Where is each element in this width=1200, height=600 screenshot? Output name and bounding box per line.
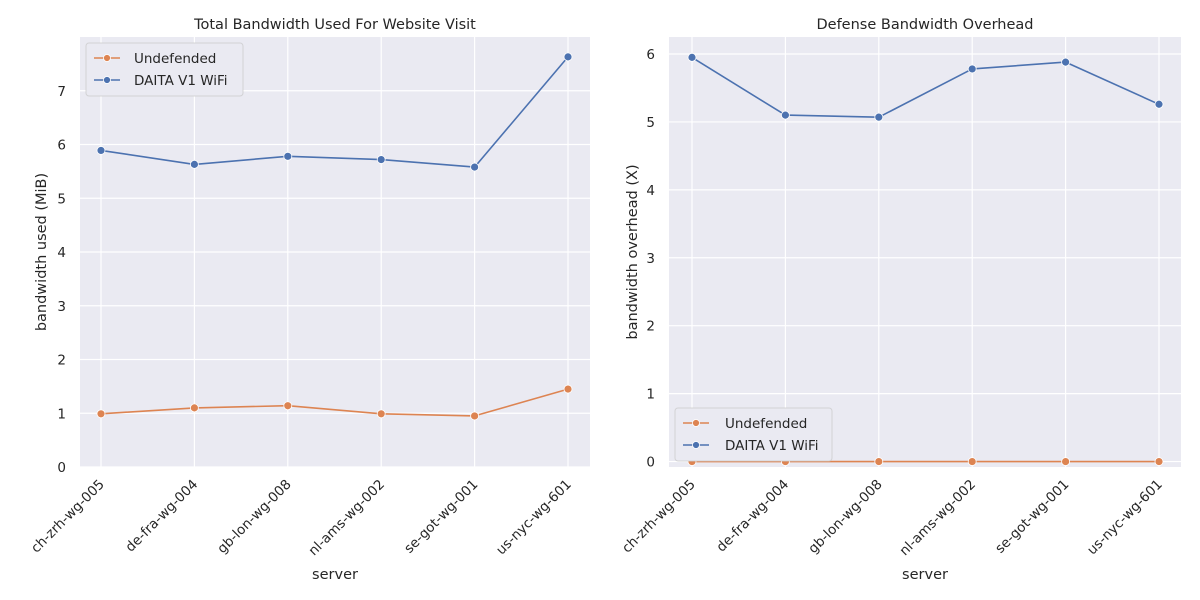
data-point — [1154, 99, 1164, 109]
y-tick-label: 3 — [646, 251, 655, 267]
x-axis: ch-zrh-wg-005 de-fra-wg-004 gb-lon-wg-008 n… — [619, 477, 1166, 560]
y-tick-label: 1 — [646, 387, 655, 403]
x-tick-label: us-nyc-wg-601 — [493, 477, 575, 559]
y-tick-label: 1 — [57, 406, 66, 422]
y-axis: 0 1 2 3 4 5 6 — [646, 47, 655, 471]
y-axis: 0 1 2 3 4 5 6 7 — [57, 84, 66, 476]
x-tick-label: nl-ams-wg-002 — [896, 477, 979, 560]
y-tick-label: 6 — [57, 138, 66, 154]
chart-bandwidth-used: Total Bandwidth Used For Website Visit 0… — [28, 17, 590, 583]
y-tick-label: 3 — [57, 299, 66, 315]
x-tick-label: us-nyc-wg-601 — [1084, 477, 1166, 559]
data-point — [967, 457, 977, 466]
legend-daita-label: DAITA V1 WiFi — [134, 73, 228, 89]
y-tick-label: 2 — [646, 319, 655, 335]
x-axis: ch-zrh-wg-005 de-fra-wg-004 gb-lon-wg-008 n… — [28, 477, 575, 560]
x-tick-label: ch-zrh-wg-005 — [28, 477, 108, 557]
data-point — [781, 110, 790, 120]
series-line-0 — [100, 388, 569, 417]
legend-box — [674, 407, 833, 462]
y-tick-label: 2 — [57, 353, 66, 369]
legend-daita-label: DAITA V1 WiFi — [725, 438, 819, 454]
series-line-1 — [100, 56, 569, 168]
y-tick-label: 0 — [57, 460, 66, 476]
series-layer — [96, 52, 573, 421]
data-point — [563, 384, 573, 394]
y-tick-label: 5 — [646, 115, 655, 131]
legend: Undefended DAITA V1 WiFi — [674, 407, 833, 462]
data-point — [189, 159, 199, 169]
y-tick-label: 7 — [57, 84, 66, 100]
data-point — [189, 403, 199, 413]
legend-daita-marker — [692, 441, 700, 449]
legend: Undefended DAITA V1 WiFi — [85, 42, 244, 97]
legend-undefended-marker — [692, 419, 700, 427]
y-tick-label: 4 — [57, 245, 66, 261]
data-point — [283, 151, 293, 161]
data-point — [1154, 457, 1164, 466]
y-tick-label: 6 — [646, 47, 655, 63]
data-point — [1061, 457, 1070, 466]
data-point — [96, 146, 106, 155]
legend-undefended-label: Undefended — [725, 416, 807, 432]
y-tick-label: 5 — [57, 191, 66, 207]
x-axis-label: server — [902, 567, 948, 583]
legend-daita-marker — [103, 76, 111, 84]
plot-area — [669, 37, 1181, 467]
legend-undefended-marker — [103, 54, 111, 62]
data-point — [874, 457, 884, 466]
data-point — [376, 409, 386, 419]
series-line-1 — [691, 56, 1160, 118]
data-point — [376, 155, 386, 164]
x-tick-label: nl-ams-wg-002 — [305, 477, 388, 560]
x-tick-label: se-got-wg-001 — [401, 477, 481, 557]
x-tick-label: se-got-wg-001 — [992, 477, 1072, 557]
data-point — [687, 52, 697, 62]
x-axis-label: server — [312, 567, 358, 583]
x-tick-label: de-fra-wg-004 — [713, 477, 792, 556]
chart-title: Defense Bandwidth Overhead — [816, 17, 1033, 33]
x-tick-label: gb-lon-wg-008 — [214, 477, 294, 557]
data-point — [1061, 57, 1070, 67]
chart-bandwidth-overhead: Defense Bandwidth Overhead 0 1 2 3 4 5 6 ch-zr… — [619, 17, 1181, 583]
y-axis-label: bandwidth overhead (X) — [625, 164, 641, 339]
data-point — [967, 64, 977, 74]
data-point — [283, 401, 293, 411]
x-tick-label: gb-lon-wg-008 — [805, 477, 885, 557]
data-point — [470, 411, 480, 421]
data-point — [874, 112, 884, 122]
data-point — [563, 52, 573, 62]
x-tick-label: de-fra-wg-004 — [122, 477, 201, 556]
y-tick-label: 0 — [646, 455, 655, 471]
data-point — [470, 162, 480, 172]
y-axis-label: bandwidth used (MiB) — [34, 173, 50, 331]
x-tick-label: ch-zrh-wg-005 — [619, 477, 699, 557]
y-tick-label: 4 — [646, 183, 655, 199]
legend-undefended-label: Undefended — [134, 51, 216, 67]
data-point — [96, 409, 106, 419]
chart-title: Total Bandwidth Used For Website Visit — [193, 17, 476, 33]
legend-box — [85, 42, 244, 97]
